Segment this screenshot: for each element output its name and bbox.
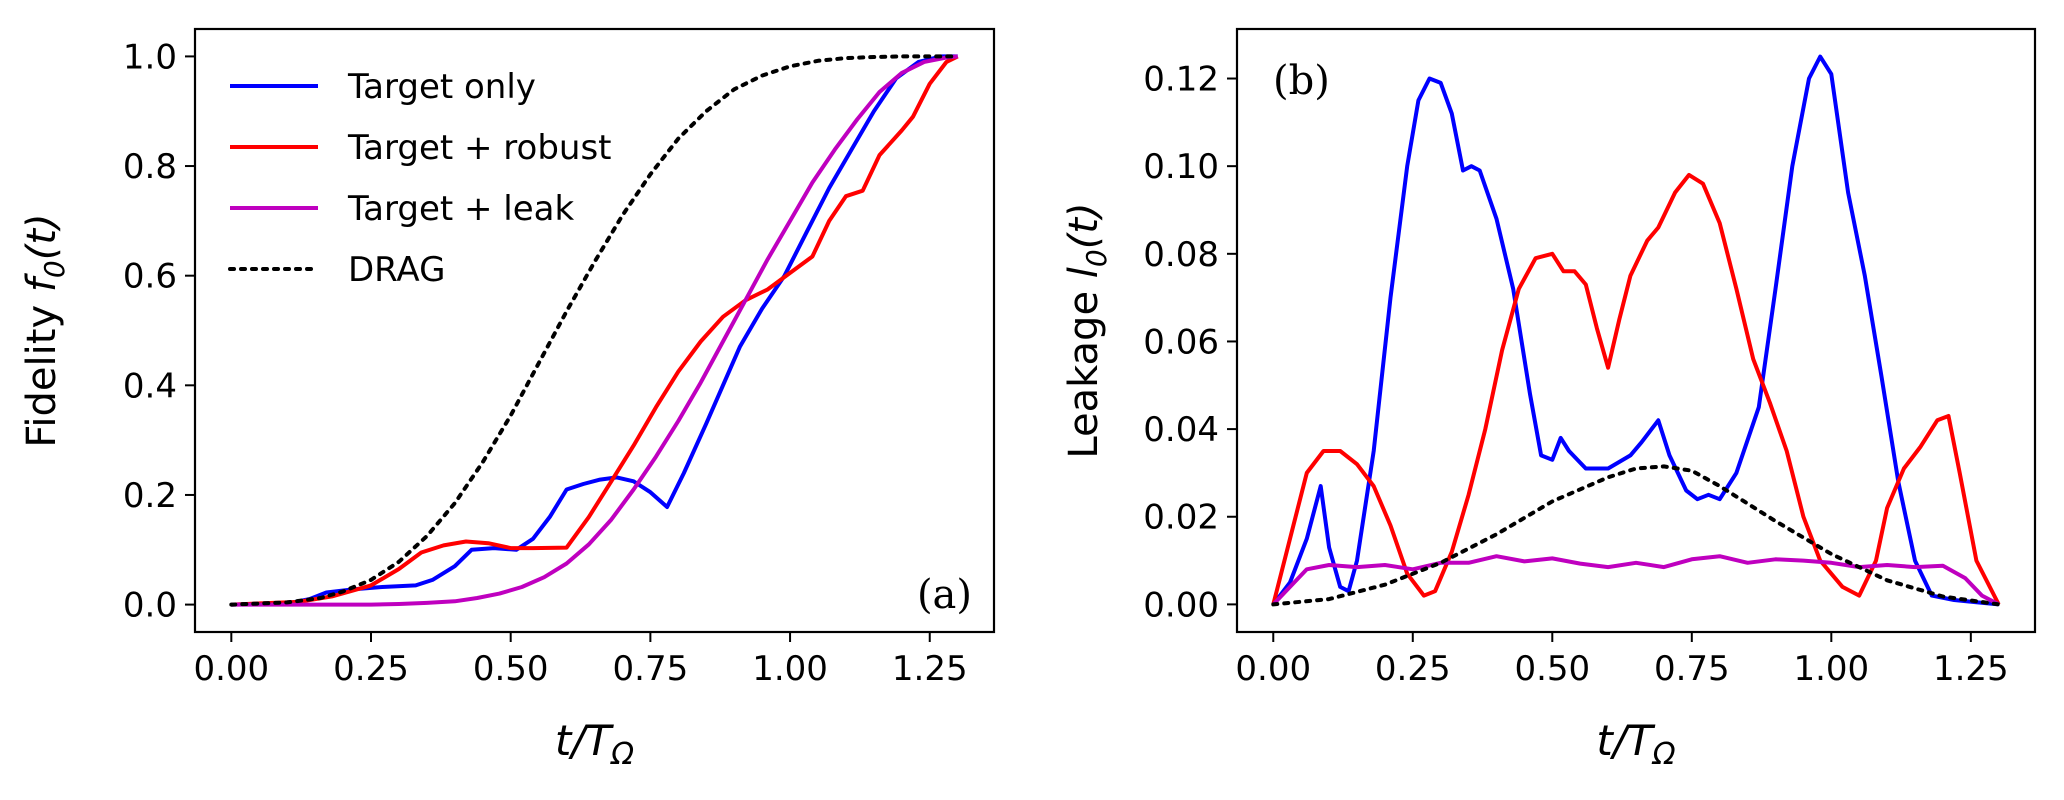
axes-frame xyxy=(1235,27,2037,634)
series-line-target-robust xyxy=(231,54,959,607)
x-tick-label: 0.75 xyxy=(1654,649,1730,689)
series-line-target-leak xyxy=(231,54,958,607)
panel-label: (a) xyxy=(917,572,972,618)
series-lines xyxy=(229,54,960,607)
x-tick-label: 1.25 xyxy=(892,649,968,689)
y-tick-label: 0.8 xyxy=(123,147,177,187)
x-tick-label: 1.00 xyxy=(1793,649,1869,689)
panel-b: 0.00 0.25 0.50 0.75 1.00 1.25 0.00 0.02 0.04 0.06… xyxy=(1061,27,2037,772)
x-tick-label: 0.25 xyxy=(333,649,409,689)
axes-frame xyxy=(193,27,996,634)
y-axis-label: Fidelity f0(t) xyxy=(19,213,71,447)
legend-label: Target only xyxy=(347,67,536,107)
y-tick-label: 0.00 xyxy=(1143,585,1219,625)
x-tick-label: 0.50 xyxy=(1514,649,1590,689)
y-tick-label: 0.10 xyxy=(1143,147,1219,187)
series-line-drag xyxy=(1271,464,2001,607)
legend-label: DRAG xyxy=(348,250,445,290)
legend-label: Target + leak xyxy=(347,189,574,229)
x-tick-label: 0.25 xyxy=(1375,649,1451,689)
series-line-target-robust xyxy=(1271,172,2001,606)
x-tick-label: 0.00 xyxy=(193,649,269,689)
series-line-target-only xyxy=(231,54,958,607)
x-tick-label: 0.75 xyxy=(613,649,689,689)
y-tick-label: 0.02 xyxy=(1143,498,1219,538)
y-tick-label: 0.06 xyxy=(1143,322,1219,362)
y-tick-label: 0.2 xyxy=(123,476,177,516)
legend: Target only Target + robust Target + leak D… xyxy=(228,67,612,290)
x-axis-label: t/TΩ xyxy=(555,716,634,772)
y-tick-label: 0.12 xyxy=(1143,60,1219,100)
y-tick-label: 0.6 xyxy=(123,257,177,297)
x-tick-label: 1.25 xyxy=(1933,649,2009,689)
series-lines xyxy=(1271,54,2001,607)
series-line-target-only xyxy=(1271,54,1999,607)
series-line-target-leak xyxy=(1271,554,2000,607)
series-line-drag xyxy=(229,54,960,607)
panel-label: (b) xyxy=(1273,58,1330,104)
x-axis-label: t/TΩ xyxy=(1596,716,1675,772)
panel-a: 0.00 0.25 0.50 0.75 1.00 1.25 0.0 0.2 0.4 0.6 0.8 1… xyxy=(19,27,996,772)
y-tick-label: 0.08 xyxy=(1143,235,1219,275)
legend-label: Target + robust xyxy=(347,128,612,168)
x-tick-label: 0.50 xyxy=(473,649,549,689)
y-tick-label: 0.4 xyxy=(123,366,177,406)
x-tick-label: 0.00 xyxy=(1235,649,1311,689)
y-tick-label: 0.0 xyxy=(123,586,177,626)
y-axis-label: Leakage l0(t) xyxy=(1061,202,1113,458)
x-tick-label: 1.00 xyxy=(752,649,828,689)
y-tick-label: 1.0 xyxy=(123,37,177,77)
y-tick-label: 0.04 xyxy=(1143,410,1219,450)
